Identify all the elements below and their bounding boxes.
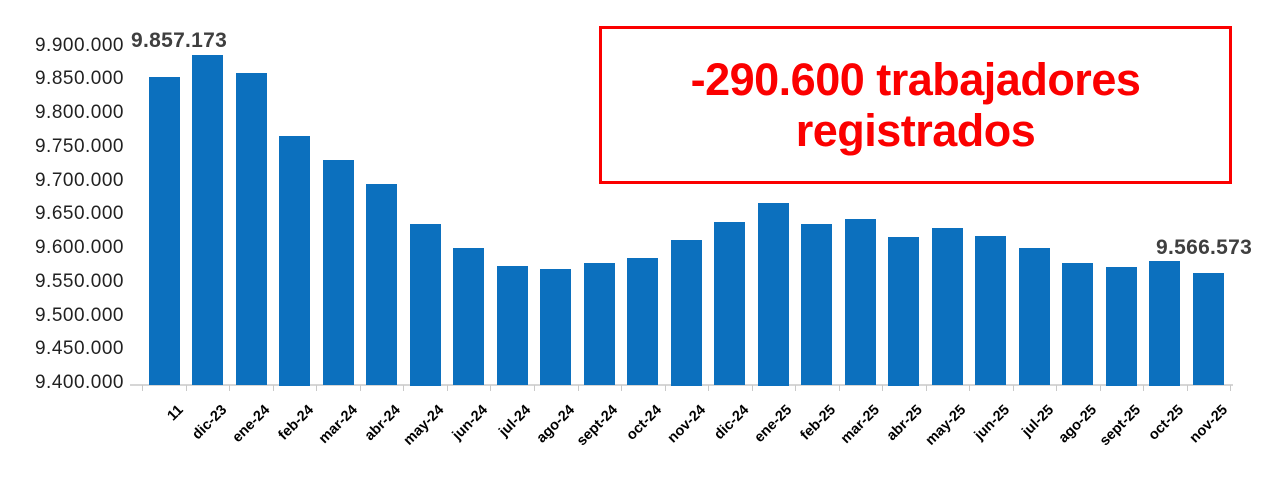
- x-tick-label: nov-25: [1186, 402, 1231, 447]
- x-tick-label: jul-24: [496, 402, 535, 441]
- x-tick-mark: [795, 385, 797, 391]
- x-tick-mark: [577, 385, 579, 391]
- x-tick-label: jul-25: [1018, 402, 1057, 441]
- bar-dic-24: [714, 222, 746, 386]
- x-tick-label: dic-23: [188, 402, 230, 443]
- x-tick-label: ene-24: [229, 402, 274, 446]
- x-tick-label: 11: [164, 402, 187, 425]
- x-tick-mark: [969, 385, 971, 391]
- data-label-11: 9.857.173: [131, 29, 228, 52]
- x-tick-mark: [708, 385, 710, 391]
- bar-mar-24: [322, 160, 354, 386]
- bar-feb-25: [801, 224, 833, 386]
- x-tick-label: feb-25: [797, 402, 840, 444]
- x-tick-label: may-24: [400, 402, 448, 449]
- x-tick-mark: [751, 385, 753, 391]
- bar-jul-24: [496, 266, 528, 386]
- x-tick-label: feb-24: [275, 402, 317, 444]
- x-tick-label: jun-25: [971, 402, 1014, 444]
- annotation-box: -290.600 trabajadores registrados: [599, 26, 1232, 184]
- bar-11: [148, 76, 180, 386]
- bar-mar-25: [844, 218, 876, 386]
- x-tick-mark: [446, 385, 448, 391]
- x-tick-mark: [490, 385, 492, 391]
- bar-jun-25: [975, 236, 1007, 386]
- bar-feb-24: [279, 135, 311, 386]
- y-tick-label: 9.650.000: [34, 203, 124, 225]
- x-tick-mark: [359, 385, 361, 391]
- x-tick-label: sept-24: [574, 402, 622, 450]
- bar-dic-23: [192, 55, 224, 386]
- x-tick-mark: [229, 385, 231, 391]
- x-tick-mark: [925, 385, 927, 391]
- y-tick-label: 9.800.000: [34, 102, 124, 123]
- x-tick-label: ago-24: [533, 402, 579, 447]
- x-tick-mark: [533, 385, 535, 391]
- annotation-text: -290.600 trabajadores registrados: [690, 53, 1141, 156]
- y-tick-label: 9.900.000: [34, 34, 124, 56]
- y-tick-label: 9.500.000: [34, 304, 124, 326]
- x-tick-mark: [403, 385, 405, 391]
- x-tick-label: abr-25: [884, 402, 927, 445]
- x-tick-label: oct-25: [1145, 402, 1188, 444]
- x-tick-label: jun-24: [449, 402, 491, 444]
- x-tick-label: nov-24: [664, 402, 709, 447]
- x-tick-mark: [316, 385, 318, 391]
- x-tick-label: abr-24: [361, 402, 404, 445]
- x-tick-mark: [1012, 385, 1014, 391]
- bar-ene-25: [757, 203, 789, 386]
- y-tick-label: 9.550.000: [34, 270, 124, 292]
- bar-jun-24: [453, 247, 485, 386]
- bar-ago-25: [1062, 263, 1094, 386]
- bar-may-24: [409, 223, 441, 386]
- x-tick-label: dic-24: [711, 402, 753, 443]
- x-tick-label: sept-25: [1096, 402, 1144, 450]
- x-tick-label: may-25: [923, 402, 970, 449]
- x-tick-mark: [621, 385, 623, 391]
- bar-sept-24: [583, 262, 615, 386]
- bar-may-25: [931, 227, 963, 386]
- x-tick-label: oct-24: [623, 402, 666, 444]
- bar-oct-24: [627, 257, 659, 386]
- x-tick-mark: [1056, 385, 1058, 391]
- x-tick-mark: [1186, 385, 1188, 391]
- x-tick-mark: [882, 385, 884, 391]
- y-tick-label: 9.750.000: [34, 135, 124, 157]
- bar-ene-24: [235, 72, 267, 386]
- bar-abr-24: [366, 183, 398, 386]
- bar-sept-25: [1105, 267, 1137, 386]
- x-tick-mark: [185, 385, 187, 391]
- bar-ago-24: [540, 268, 572, 386]
- y-tick-label: 9.850.000: [34, 68, 124, 90]
- x-tick-mark: [1143, 385, 1145, 391]
- bar-abr-25: [888, 237, 920, 386]
- y-tick-label: 9.450.000: [34, 338, 124, 360]
- y-tick-label: 9.600.000: [34, 237, 124, 258]
- x-tick-mark: [142, 385, 144, 391]
- x-tick-label: mar-25: [837, 402, 883, 447]
- x-tick-label: ene-25: [751, 402, 796, 446]
- y-tick-label: 9.400.000: [34, 372, 124, 393]
- bar-jul-25: [1018, 248, 1050, 386]
- bar-nov-24: [670, 240, 702, 386]
- bar-nov-25: [1192, 273, 1224, 386]
- x-tick-label: mar-24: [315, 402, 361, 447]
- x-tick-mark: [272, 385, 274, 391]
- x-tick-mark: [1230, 385, 1232, 391]
- bar-oct-25: [1149, 260, 1181, 386]
- x-tick-label: ago-25: [1055, 402, 1101, 447]
- x-tick-mark: [1099, 385, 1101, 391]
- data-label-nov-25: 9.566.573: [1156, 236, 1253, 259]
- y-tick-label: 9.700.000: [34, 169, 124, 191]
- x-tick-mark: [838, 385, 840, 391]
- x-tick-mark: [664, 385, 666, 391]
